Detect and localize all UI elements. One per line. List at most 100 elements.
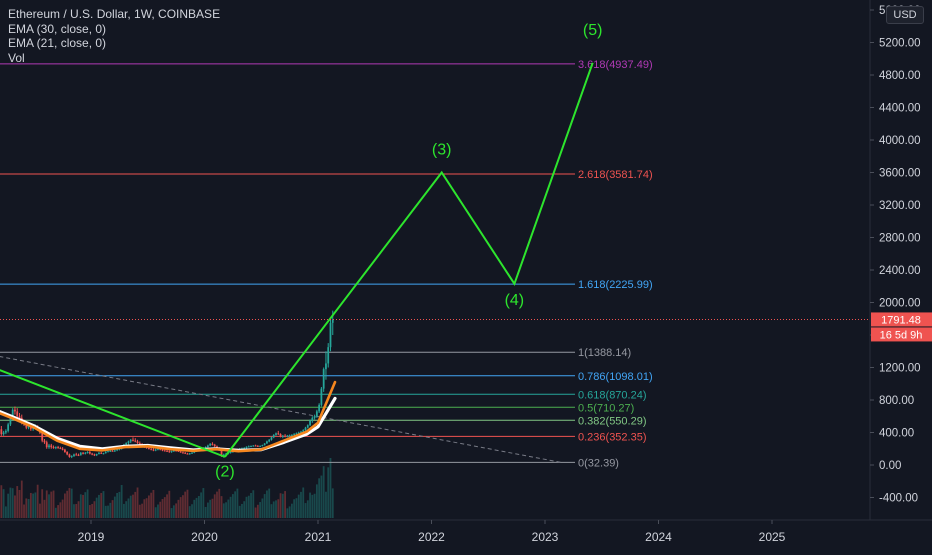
- volume-bar: [77, 501, 80, 518]
- candle-body: [109, 450, 112, 452]
- candle: [279, 433, 282, 438]
- volume-bar: [195, 497, 198, 518]
- candle: [247, 445, 250, 448]
- candle: [48, 443, 50, 449]
- candle: [270, 436, 273, 441]
- x-axis-panel[interactable]: [0, 520, 932, 550]
- candle-body: [211, 443, 214, 445]
- candle-body: [127, 441, 130, 444]
- candle-body: [150, 448, 153, 450]
- volume-bar: [266, 490, 268, 518]
- ema30-legend[interactable]: EMA (30, close, 0): [8, 21, 107, 36]
- symbol-title[interactable]: Ethereum / U.S. Dollar, 1W, COINBASE: [8, 7, 221, 21]
- volume-bar: [9, 487, 12, 518]
- candle-body: [16, 411, 19, 417]
- volume-bar: [138, 504, 141, 518]
- candle-body: [318, 404, 321, 412]
- volume-bar: [75, 503, 78, 518]
- volume-bar: [329, 458, 332, 518]
- candle-body: [293, 433, 296, 435]
- candle: [309, 419, 311, 426]
- candle: [102, 452, 105, 455]
- candle-body: [116, 449, 119, 451]
- volume-bar: [116, 492, 119, 518]
- candle: [129, 439, 132, 444]
- volume-bar: [50, 491, 53, 518]
- volume-bar: [45, 490, 48, 518]
- volume-bar: [84, 492, 87, 518]
- volume-bar: [161, 499, 164, 518]
- candle-body: [193, 451, 196, 453]
- candle: [93, 453, 96, 457]
- candle: [70, 455, 73, 459]
- x-tick-label: 2021: [305, 530, 332, 544]
- volume-bar: [268, 488, 271, 518]
- volume-bar: [32, 493, 35, 518]
- candle-body: [136, 441, 139, 444]
- volume-legend[interactable]: Vol: [8, 50, 25, 65]
- candle: [91, 452, 94, 456]
- candle-body: [129, 439, 132, 442]
- countdown-box: [871, 327, 932, 342]
- candle-body: [73, 454, 75, 457]
- candle: [63, 448, 66, 453]
- candle: [61, 447, 64, 451]
- volume-bars: [0, 458, 334, 518]
- candle: [209, 443, 212, 447]
- candle-body: [125, 443, 128, 445]
- volume-bar: [284, 491, 286, 518]
- candle-body: [279, 434, 282, 437]
- candle-body: [266, 441, 268, 444]
- volume-bar: [263, 494, 266, 518]
- candle-body: [25, 424, 28, 428]
- candle-body: [252, 445, 255, 447]
- ema21-line: [0, 380, 337, 453]
- candle-body: [315, 411, 318, 417]
- candle-body: [100, 452, 103, 454]
- candle-body: [43, 440, 46, 443]
- fib-level-label: 0.618(870.24): [578, 389, 647, 401]
- candle-body: [0, 429, 3, 435]
- candle-body: [302, 430, 305, 432]
- elliott-wave-path: [0, 62, 594, 458]
- candle: [304, 426, 307, 431]
- volume-bar: [227, 499, 230, 518]
- candle: [86, 451, 89, 454]
- candle-body: [213, 444, 216, 447]
- candle: [252, 445, 255, 447]
- volume-bar: [272, 501, 275, 518]
- fib-level-label: 1(1388.14): [578, 347, 631, 359]
- y-tick-label: -400.00: [879, 493, 918, 505]
- volume-bar: [123, 503, 125, 518]
- candle-body: [132, 439, 134, 441]
- fib-level-label: 1.618(2225.99): [578, 279, 653, 291]
- candle-body: [41, 432, 44, 441]
- countdown-value: 16 5d 9h: [880, 329, 923, 341]
- candle: [84, 452, 87, 455]
- candle-body: [297, 432, 300, 434]
- y-tick-label: 1200.00: [879, 363, 921, 375]
- y-tick-label: 400.00: [879, 428, 914, 440]
- volume-bar: [163, 497, 166, 518]
- candle-body: [52, 447, 55, 449]
- candle: [4, 429, 7, 435]
- y-tick-label: 2000.00: [879, 298, 921, 310]
- volume-bar: [34, 492, 37, 518]
- ema21-legend[interactable]: EMA (21, close, 0): [8, 36, 107, 50]
- candle-body: [79, 452, 82, 456]
- candle-body: [98, 452, 100, 455]
- candle-body: [7, 424, 10, 431]
- volume-bar: [281, 493, 284, 518]
- candle: [245, 446, 248, 449]
- wave-label: (5): [583, 22, 603, 39]
- y-axis-panel[interactable]: [870, 0, 932, 520]
- candle: [263, 443, 266, 446]
- currency-button[interactable]: USD: [886, 6, 924, 24]
- candle-body: [63, 449, 66, 452]
- volume-bar: [79, 494, 82, 518]
- volume-bar: [57, 505, 59, 518]
- volume-bar: [147, 495, 150, 518]
- volume-bar: [175, 503, 178, 518]
